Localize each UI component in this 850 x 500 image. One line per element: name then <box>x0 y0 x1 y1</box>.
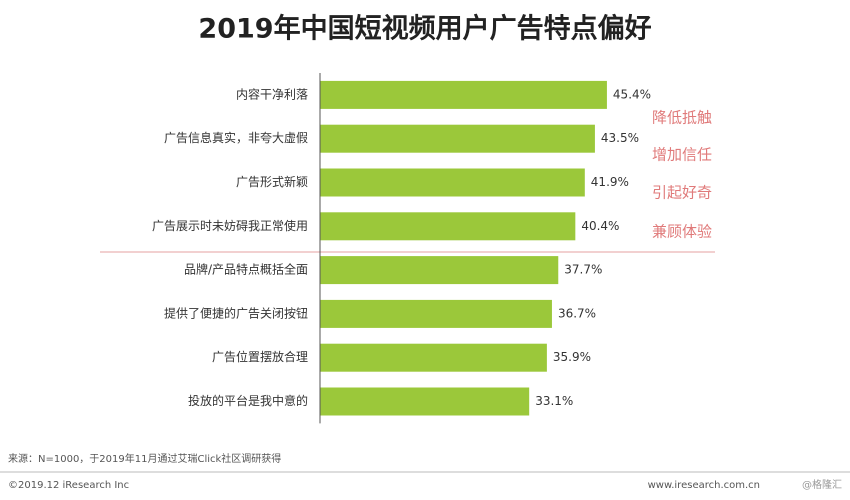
bar <box>320 124 595 153</box>
value-label: 37.7% <box>564 263 602 277</box>
category-label: 品牌/产品特点概括全面 <box>184 262 308 277</box>
watermark: @格隆汇 <box>802 478 842 491</box>
annotation: 兼顾体验 <box>652 223 712 241</box>
annotation: 降低抵触 <box>652 109 712 127</box>
bar <box>320 256 559 285</box>
category-label: 广告位置摆放合理 <box>212 349 308 364</box>
bar <box>320 299 552 328</box>
bar <box>320 343 547 372</box>
category-label: 内容干净利落 <box>236 86 308 101</box>
category-label: 广告形式新颖 <box>236 174 308 189</box>
value-label: 43.5% <box>601 131 639 145</box>
annotation: 引起好奇 <box>652 184 712 202</box>
bar <box>320 80 607 109</box>
value-label: 45.4% <box>613 87 651 101</box>
website: www.iresearch.com.cn <box>648 480 760 491</box>
source-note: 来源：N=1000，于2019年11月通过艾瑞Click社区调研获得 <box>8 452 281 465</box>
copyright: ©2019.12 iResearch Inc <box>8 480 129 491</box>
value-label: 35.9% <box>553 350 591 364</box>
value-label: 41.9% <box>591 175 629 189</box>
category-label: 提供了便捷的广告关闭按钮 <box>164 305 308 320</box>
bar <box>320 212 576 241</box>
annotation: 增加信任 <box>652 146 712 164</box>
value-label: 33.1% <box>535 394 573 408</box>
category-label: 广告展示时未妨碍我正常使用 <box>152 218 308 233</box>
category-label: 投放的平台是我中意的 <box>188 393 308 408</box>
chart-title: 2019年中国短视频用户广告特点偏好 <box>198 13 651 45</box>
value-label: 40.4% <box>581 219 619 233</box>
bar <box>320 387 530 416</box>
value-label: 36.7% <box>558 306 596 320</box>
bar <box>320 168 585 197</box>
category-label: 广告信息真实，非夸大虚假 <box>164 130 308 145</box>
